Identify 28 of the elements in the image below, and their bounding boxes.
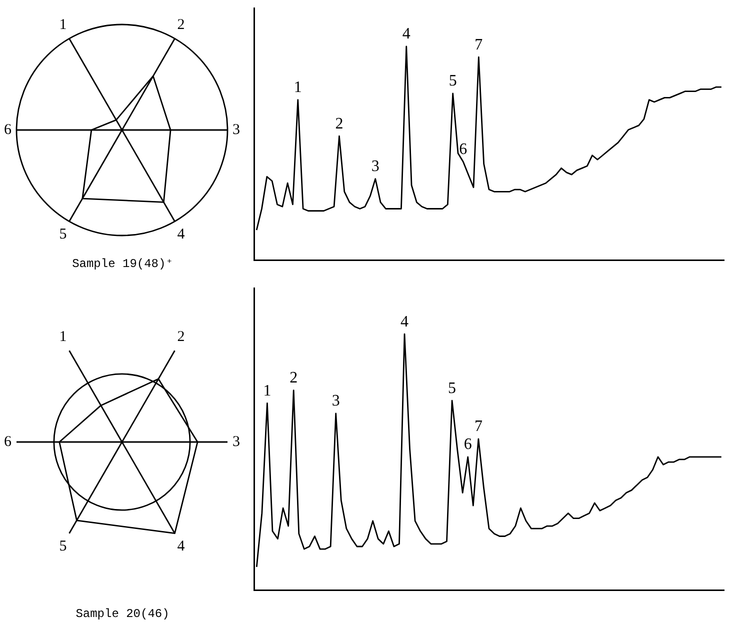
annotation: 2 [335,115,344,132]
annotation: 3 [371,158,380,176]
annotation: 5 [448,72,457,90]
spoke-label: 4 [177,226,186,243]
text: Sample 19(48)⁺ [72,256,173,271]
annotation: 1 [294,79,302,96]
spoke-label: 6 [4,434,12,450]
spoke-label: 2 [177,17,185,34]
spoke-label: 1 [59,329,67,346]
annotation: 4 [402,26,410,43]
annotation: 4 [400,313,409,330]
spoke-label: 1 [59,17,67,34]
annotation: 6 [464,436,472,454]
spoke-label: 5 [59,538,67,555]
annotation: 7 [474,418,482,436]
spoke-label: 5 [59,226,67,243]
annotation: 7 [474,36,483,54]
spoke-label: 3 [232,434,240,450]
annotation: 6 [459,140,468,158]
annotation: 5 [448,380,456,397]
annotation: 3 [332,392,340,410]
spoke-label: 4 [177,538,186,555]
spoke-label: 6 [4,122,12,138]
annotation: 2 [290,370,298,387]
spoke-label: 2 [177,329,185,346]
spoke-label: 3 [232,122,240,138]
annotation: 1 [263,382,272,400]
text: Sample 20(46) [76,606,170,621]
